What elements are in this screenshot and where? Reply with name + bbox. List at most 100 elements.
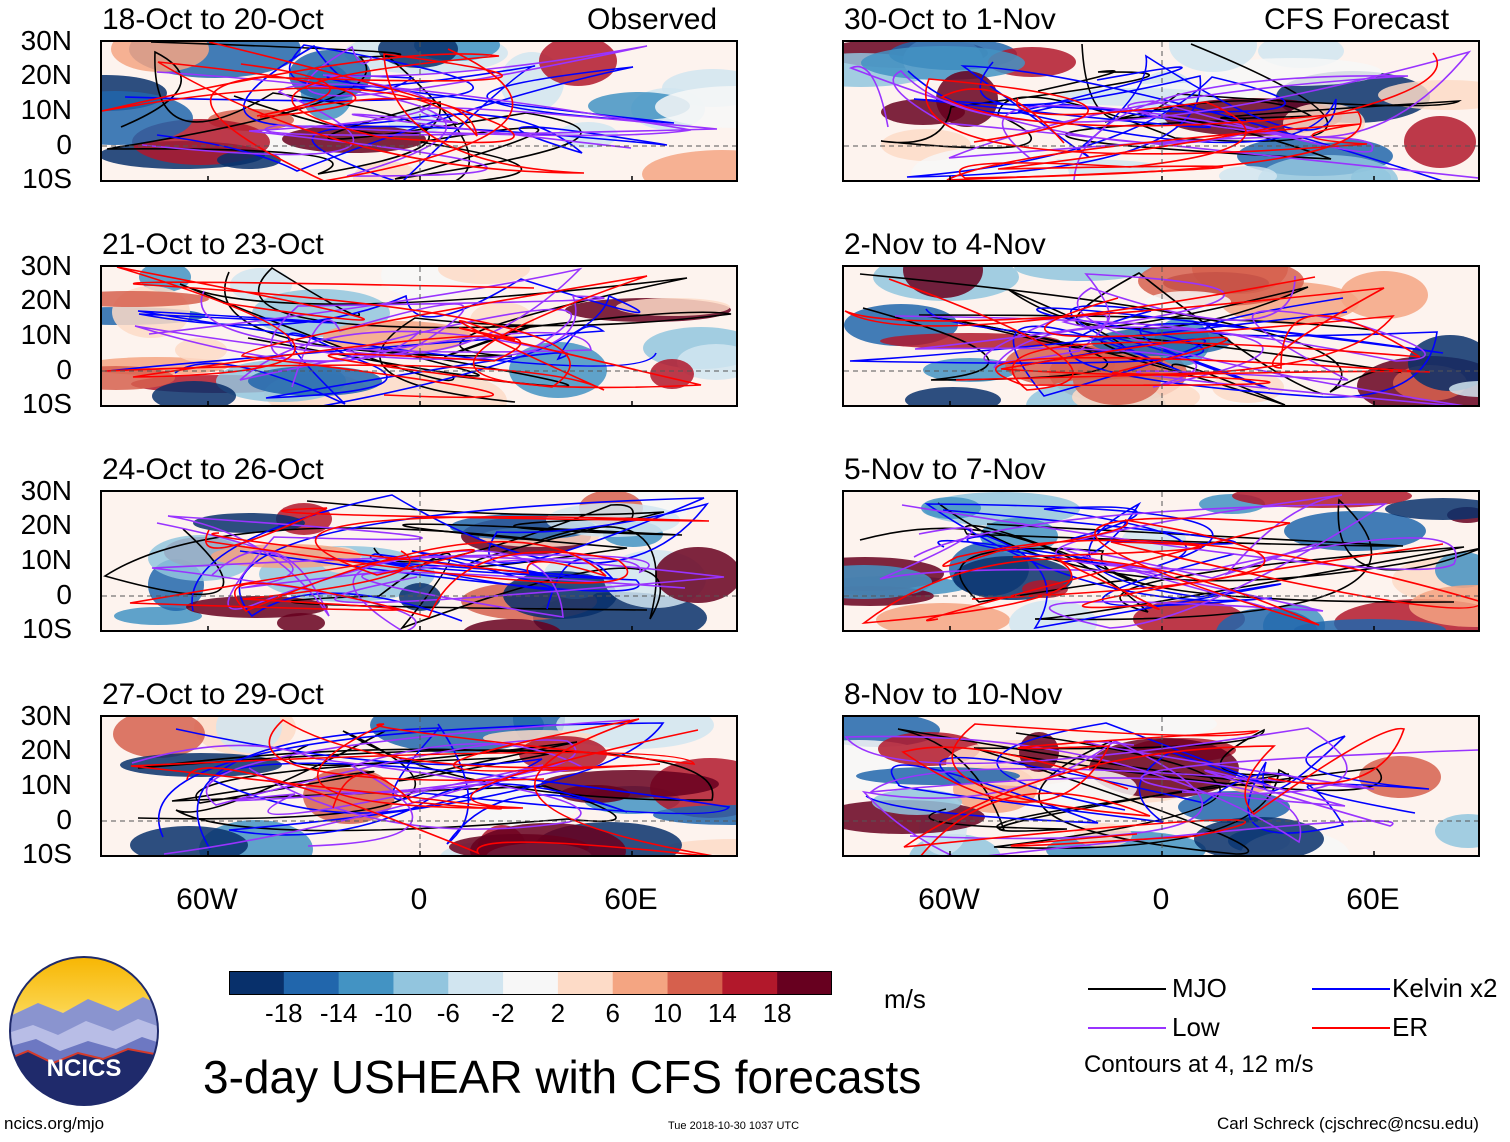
y-tick-label: 30N	[20, 700, 72, 731]
contour-line	[204, 532, 629, 618]
colorbar-swatch	[338, 971, 394, 995]
colorbar-label: 10	[653, 998, 682, 1028]
units-label: m/s	[884, 984, 926, 1014]
y-tick-label: 0	[56, 129, 72, 160]
shear-anomaly-blob	[1385, 498, 1478, 520]
contour-line	[151, 522, 725, 630]
heatmap-panel-fc-1	[842, 40, 1480, 182]
y-tick-label: 30N	[20, 25, 72, 56]
shear-anomaly-blob	[653, 805, 736, 825]
y-tick-label: 10N	[20, 319, 72, 350]
shear-anomaly-blob	[923, 358, 1017, 382]
shear-anomaly-blob	[642, 150, 736, 180]
shear-anomaly-blob	[152, 381, 236, 405]
shear-anomaly-blob	[655, 547, 736, 603]
contour-line	[993, 275, 1464, 405]
shear-anomaly-blob	[1133, 600, 1245, 630]
contour-line	[156, 44, 675, 172]
legend-label-kelvin: Kelvin x2	[1392, 973, 1498, 1003]
y-tick-label: 0	[56, 579, 72, 610]
y-tick-label: 30N	[20, 475, 72, 506]
colorbar-label: 6	[605, 998, 620, 1028]
shear-anomaly-blob	[102, 366, 175, 390]
contour-line	[167, 515, 686, 618]
colorbar-label: -2	[491, 998, 515, 1028]
contour-line	[861, 740, 1478, 855]
contour-line	[865, 722, 1271, 824]
contour-line	[163, 719, 631, 855]
colorbar-label: 14	[707, 998, 737, 1028]
shear-anomaly-blob	[1340, 271, 1428, 319]
main-title: 3-day USHEAR with CFS forecasts	[203, 1051, 922, 1103]
y-tick-label: 0	[56, 354, 72, 385]
colorbar-swatch	[557, 971, 614, 995]
y-tick-label: 10S	[22, 613, 72, 644]
colorbar-swatch	[722, 971, 778, 995]
contour-line	[130, 723, 699, 810]
panel-title-obs-2: 21-Oct to 23-Oct	[102, 228, 324, 261]
contour-line	[134, 295, 605, 388]
contour-line	[129, 507, 710, 611]
shear-anomaly-blob	[1169, 42, 1257, 72]
y-tick-label: 20N	[20, 734, 72, 765]
colorbar-swatch	[667, 971, 723, 995]
panel-title-fc-2: 2-Nov to 4-Nov	[844, 228, 1046, 261]
shear-anomaly-blob	[1449, 381, 1478, 397]
shear-anomaly-blob	[114, 607, 202, 625]
heatmap-panel-obs-3	[100, 490, 738, 632]
contour-line	[939, 735, 1430, 834]
shear-anomaly-blob	[655, 86, 736, 128]
shear-anomaly-blob	[844, 565, 932, 599]
y-tick-label: 0	[56, 804, 72, 835]
legend-line-kelvin	[1312, 988, 1390, 990]
shear-anomaly-blob	[248, 366, 382, 396]
footer-url: ncics.org/mjo	[4, 1114, 105, 1133]
contour-line	[859, 273, 1402, 405]
panel-title-obs-4: 27-Oct to 29-Oct	[102, 678, 324, 711]
shear-anomaly-blob	[130, 826, 248, 855]
x-tick-label: 60W	[918, 883, 980, 916]
contour-line	[106, 42, 430, 175]
shear-anomaly-blob	[438, 267, 530, 284]
panel-title-obs-1: 18-Oct to 20-Oct	[102, 3, 324, 36]
shear-anomaly-blob	[463, 619, 561, 630]
shear-anomaly-blob	[861, 46, 1025, 80]
panel-title-obs-3: 24-Oct to 26-Oct	[102, 453, 324, 486]
heatmap-panel-fc-3	[842, 490, 1480, 632]
y-tick-label: 10N	[20, 544, 72, 575]
heatmap-panel-obs-4	[100, 715, 738, 857]
contour-line	[191, 494, 710, 622]
contour-line	[901, 494, 1457, 608]
colorbar-label: 2	[550, 998, 566, 1028]
colorbar-swatch	[283, 971, 340, 995]
contour-line	[879, 503, 1388, 629]
legend-label-low: Low	[1172, 1012, 1220, 1042]
colorbar-label: 18	[762, 998, 792, 1028]
shear-anomaly-blob	[277, 613, 325, 630]
ncics-logo: NCICS	[8, 955, 160, 1107]
shear-anomaly-blob	[1009, 600, 1097, 630]
colorbar-swatch	[503, 971, 559, 995]
contour-line	[861, 517, 1444, 626]
contour-line	[901, 723, 1260, 855]
contour-line	[257, 267, 732, 403]
contour-line	[844, 727, 1375, 844]
y-tick-label: 30N	[20, 250, 72, 281]
y-tick-label: 10S	[22, 388, 72, 419]
heatmap-panel-fc-4	[842, 715, 1480, 857]
legend-label-er: ER	[1392, 1012, 1429, 1042]
shear-anomaly-blob	[102, 291, 209, 307]
contour-line	[880, 43, 1329, 149]
shear-anomaly-blob	[102, 91, 193, 145]
shear-anomaly-blob	[1219, 166, 1277, 180]
y-tick-label: 20N	[20, 284, 72, 315]
shear-anomaly-blob	[113, 717, 205, 758]
contour-line	[960, 54, 1443, 180]
shear-anomaly-blob	[921, 497, 981, 519]
contour-line	[942, 519, 1478, 609]
y-tick-label: 10S	[22, 163, 72, 194]
colorbar	[229, 971, 833, 995]
contour-line	[131, 742, 585, 847]
contour-line	[157, 48, 585, 180]
legend-line-mjo	[1088, 988, 1166, 990]
